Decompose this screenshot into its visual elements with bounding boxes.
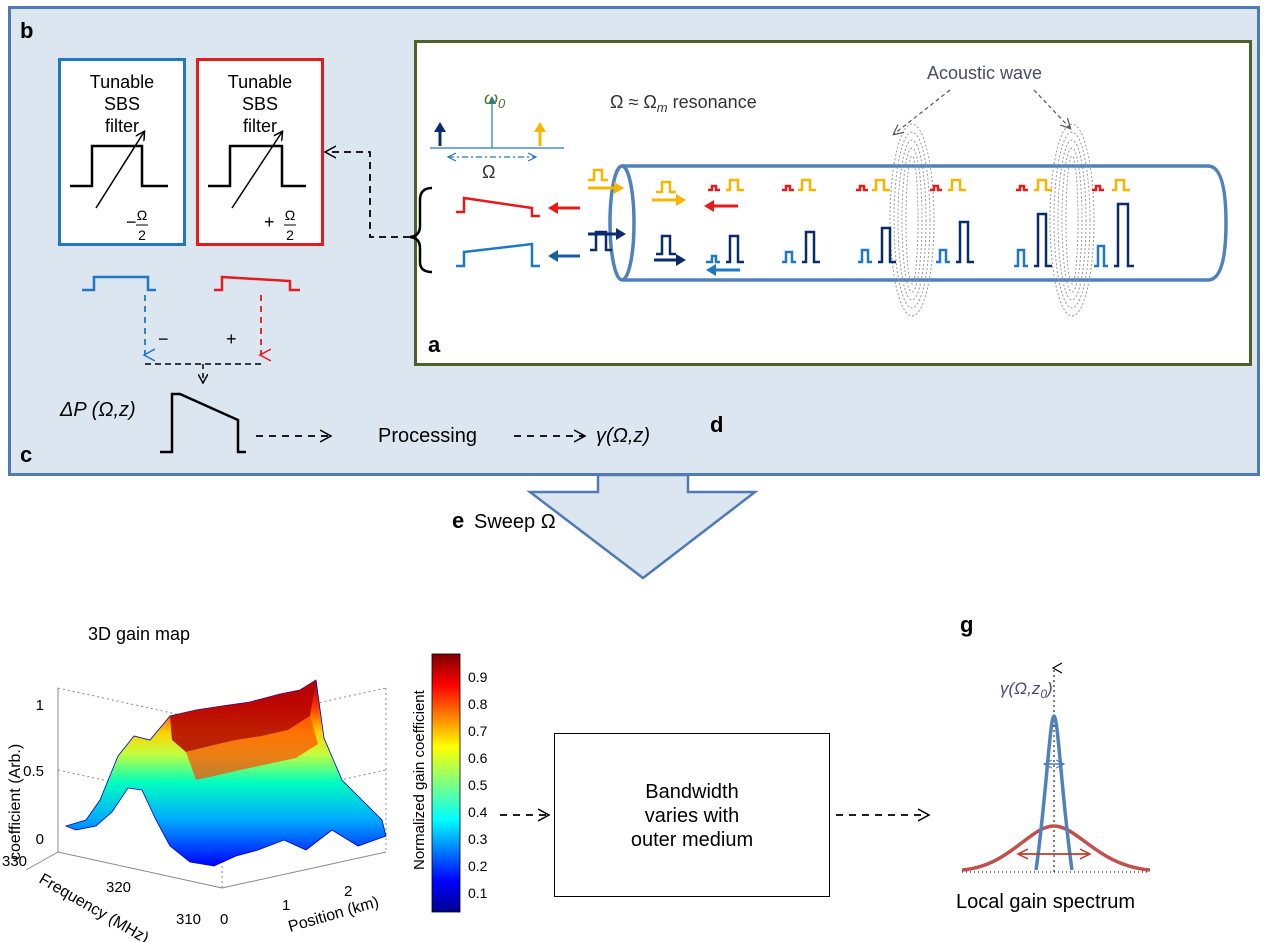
sweep-label: Sweep Ω [474,511,556,533]
frac-den: 2 [138,227,146,243]
filter-minus-sign: − [126,212,137,232]
filter-title-line-1: Tunable [89,72,155,92]
gamma-label: γ(Ω,z) [596,425,650,447]
bracket [409,186,433,274]
filter-title-line-2: SBS [241,94,279,114]
ztick: 1 [36,697,44,714]
bandwidth-box: Bandwidth varies with outer medium [554,733,830,897]
gainmap-title: 3D gain map [88,624,190,644]
tunable-filter-plus: Tunable SBS filter [196,58,324,246]
local-gamma-label: γ(Ω,z0) [1000,679,1053,701]
freq-axis-label: Frequency (MHz) [36,871,152,942]
frac-num: Ω [285,207,295,223]
spectrum-caption: Local gain spectrum [956,891,1135,913]
gainmap-surface [64,679,387,867]
sweep-arrow [526,473,759,580]
panel-label-e: e [452,508,464,533]
pos-tick: 1 [282,897,290,914]
bandwidth-line-2: varies with [644,805,740,827]
pos-tick: 0 [220,911,228,928]
filter-title-line-3: filter [242,116,277,136]
omega0-label: ω0 [484,88,506,111]
svg-text:0.9: 0.9 [468,669,488,685]
to-filters-arrow [326,152,410,238]
difference-pulse [160,392,246,454]
bandwidth-line-3: outer medium [630,829,754,851]
filter-title: Tunable SBS filter [199,71,321,137]
direction-arrows [588,182,740,276]
panel-label-a: a [428,332,441,357]
svg-text:0.3: 0.3 [468,831,488,847]
filter-title-line-2: SBS [103,94,141,114]
tunable-filter-minus: Tunable SBS filter [58,58,186,246]
filter-plus-sign: + [264,212,275,232]
resonance-label: Ω ≈ Ωm resonance [610,92,757,115]
filter-title-line-1: Tunable [227,72,293,92]
frac-num: Ω [137,207,147,223]
stokes-pulse-blue [456,242,540,268]
ztick: 0 [36,831,44,848]
ztick: 0.5 [23,763,44,780]
svg-text:0.1: 0.1 [468,885,488,901]
filter-minus-response [70,144,168,188]
pos-axis-label: Position (km) [286,894,380,936]
acoustic-wave-label: Acoustic wave [927,63,1042,83]
local-gain-spectrum [961,668,1151,873]
svg-text:0.7: 0.7 [468,723,488,739]
svg-text:0.8: 0.8 [468,696,488,712]
svg-text:0.6: 0.6 [468,750,488,766]
bandwidth-line-1: Bandwidth [645,781,739,803]
acoustic-wave-ring-1 [889,123,935,317]
panel-label-b: b [20,18,33,43]
colorbar-ticks: 0.9 0.8 0.7 0.6 0.5 0.4 0.3 0.2 0.1 [468,669,488,901]
svg-text:0.4: 0.4 [468,804,488,820]
minus-sign: − [158,329,169,349]
tune-arrow [231,132,282,209]
fiber-panel [414,40,1252,366]
filter-title-line-3: filter [104,116,139,136]
svg-text:0.2: 0.2 [468,858,488,874]
bandwidth-text: Bandwidth varies with outer medium [555,780,829,852]
freq-tick: 330 [2,853,27,870]
panel-label-d: d [710,412,723,437]
omega-label: Ω [482,162,495,182]
frac-den: 2 [286,227,294,243]
panel-label-g: g [960,612,973,637]
optical-fiber [608,164,1228,282]
colorbar-label: Normalized gain coefficient [411,689,428,870]
filtered-pulse-red [214,275,300,292]
freq-tick: 320 [106,879,131,896]
colorbar [431,653,461,913]
delta-p-label: ΔP (Ω,z) [59,399,136,421]
svg-text:0.5: 0.5 [468,777,488,793]
filter-plus-response [208,144,306,188]
pos-tick: 2 [344,883,352,900]
probe-pulses [588,168,1130,194]
plus-sign: + [226,329,237,349]
filtered-pulse-blue [82,275,156,292]
freq-tick: 310 [176,911,201,928]
stokes-pulse-red [456,196,540,218]
pump-spectrum [430,96,564,157]
processing-label: Processing [378,425,477,447]
acoustic-wave-ring-2 [1049,123,1095,317]
filter-title: Tunable SBS filter [61,71,183,137]
pump-pulses [590,202,1134,268]
panel-label-c: c [20,442,32,467]
tune-arrow [95,132,144,209]
zaxis-label: coefficient (Arb.) [7,744,24,860]
